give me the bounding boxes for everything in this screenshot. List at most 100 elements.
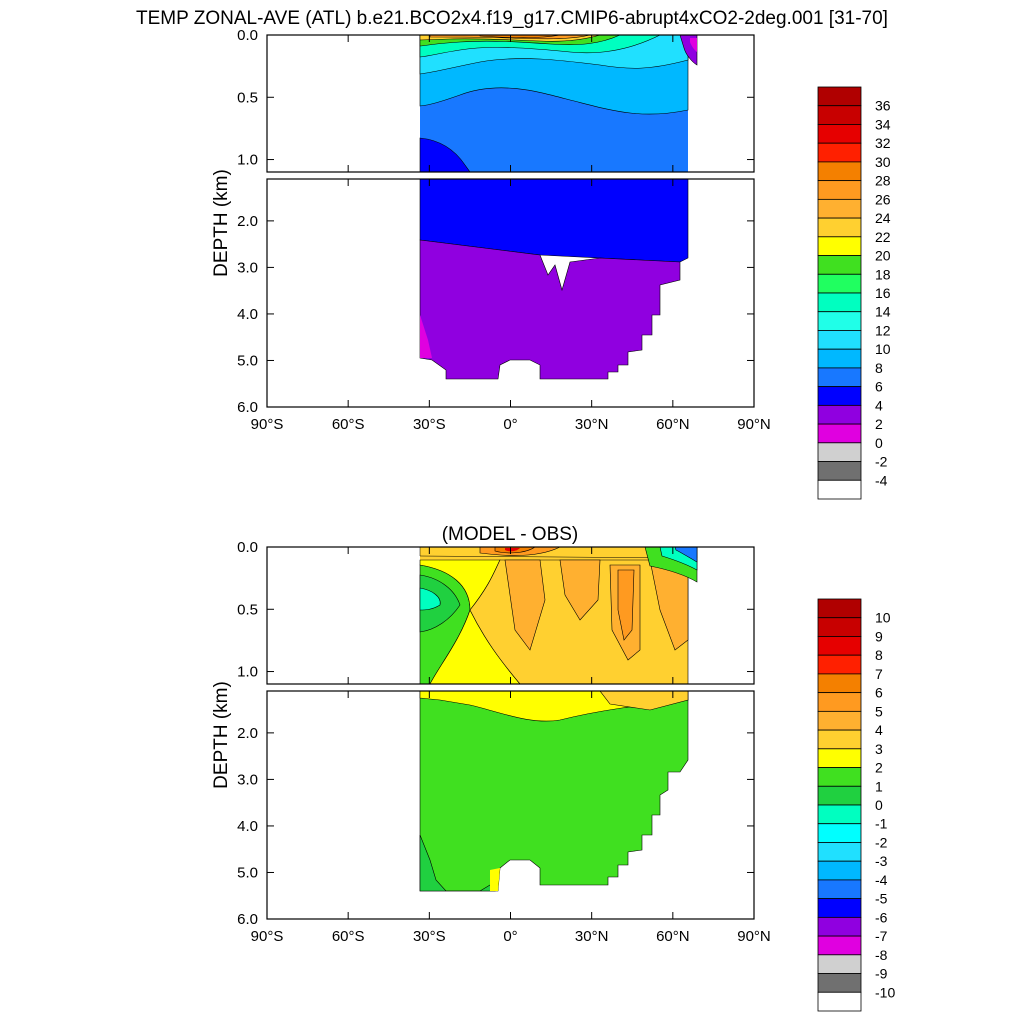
plot-1-ytick-label: 0.5 <box>237 89 258 106</box>
plot-2-colorbar-label: -1 <box>875 816 888 832</box>
plot-1-colorbar-box <box>817 442 862 462</box>
plot-2-colorbar-box <box>817 935 862 956</box>
plot-2-xtick-label: 30°N <box>575 928 609 945</box>
plot-1-colorbar-box <box>817 292 862 313</box>
plot-2-xtick-label: 0° <box>503 928 517 945</box>
plot-1-colorbar-box <box>817 124 862 144</box>
plot-1-xtick-label: 90°S <box>251 416 284 433</box>
plot-2-ytick-label: 4.0 <box>237 818 258 835</box>
plot-1-colorbar-label: 10 <box>875 341 891 357</box>
plot-1-colorbar-box <box>817 180 862 200</box>
plot-2-subtitle: (MODEL - OBS) <box>442 524 579 545</box>
plot-1-upper-field <box>419 35 698 172</box>
plot-1-colorbar-box <box>817 273 862 294</box>
plot-2-colorbar-label: 4 <box>875 722 883 738</box>
plot-1-ytick-label: 5.0 <box>237 352 258 369</box>
plot-1-colorbar-label: 30 <box>875 154 891 170</box>
plot-2-colorbar-label: 9 <box>875 628 883 644</box>
plot-1-colorbar-label: 14 <box>875 304 891 320</box>
plot-2-colorbar-box <box>817 673 862 694</box>
plot-1-colorbar-box <box>817 236 862 256</box>
plot-2-colorbar-box <box>817 973 862 993</box>
plot-1-colorbar-label: 4 <box>875 397 883 413</box>
plot-2-xtick-label: 60°S <box>332 928 365 945</box>
plot-1-colorbar-label: -4 <box>875 472 888 488</box>
plot-2-colorbar-label: -3 <box>875 853 888 869</box>
plot-1-ytick-label: 6.0 <box>237 399 258 416</box>
plot-2-colorbar-box <box>817 654 862 675</box>
plot-2-colorbar-box <box>817 804 862 825</box>
plot-1-xtick-label: 60°S <box>332 416 365 433</box>
plot-2-colorbar-label: 10 <box>875 610 891 626</box>
plot-2-xtick-label: 30°S <box>413 928 446 945</box>
plot-2-colorbar-label: 6 <box>875 685 883 701</box>
plot-2-colorbar-label: -9 <box>875 966 888 982</box>
plot-1-colorbar-label: -2 <box>875 454 888 470</box>
plot-1-colorbar-label: 36 <box>875 98 891 114</box>
plot-1-colorbar-label: 32 <box>875 135 891 151</box>
plot-1-colorbar-label: 12 <box>875 322 891 338</box>
plot-2-colorbar-label: 8 <box>875 647 883 663</box>
plot-2-lower-field <box>419 691 689 892</box>
plot-2-colorbar-box <box>817 636 862 656</box>
plot-1-xtick-label: 90°N <box>737 416 771 433</box>
plot-2-ytick-label: 0.0 <box>237 539 258 556</box>
plot-1-colorbar-box <box>817 255 862 275</box>
plot-2-xtick-label: 90°S <box>251 928 284 945</box>
plot-2-colorbar-box <box>817 916 862 937</box>
plot-2-colorbar-box <box>817 729 862 750</box>
plot-1-colorbar-label: 34 <box>875 116 891 132</box>
plot-2-colorbar-box <box>817 954 862 974</box>
plot-2-xtick-label: 60°N <box>656 928 690 945</box>
plot-2-ytick-label: 3.0 <box>237 771 258 788</box>
plot-2-ytick-label: 2.0 <box>237 725 258 742</box>
plot-1-colorbar-label: 2 <box>875 416 883 432</box>
plot-2-colorbar-box <box>817 898 862 918</box>
plot-1-colorbar-box <box>817 198 862 219</box>
plot-1-colorbar-box <box>817 423 862 444</box>
plot-2-colorbar-box <box>817 598 862 619</box>
plot-1-ytick-label: 3.0 <box>237 259 258 276</box>
plot-2-ytick-label: 6.0 <box>237 911 258 928</box>
plot-2-colorbar-label: 3 <box>875 741 883 757</box>
plot-1-colorbar-box <box>817 86 862 107</box>
plot-2-ytick-label: 1.0 <box>237 664 258 681</box>
plot-2-xtick-label: 90°N <box>737 928 771 945</box>
plot-1-xtick-label: 60°N <box>656 416 690 433</box>
plot-1-ytick-label: 0.0 <box>237 27 258 44</box>
plot-1-ytick-label: 1.0 <box>237 152 258 169</box>
plot-2-ylabel: DEPTH (km) <box>211 681 232 789</box>
plot-2-colorbar-label: -5 <box>875 891 888 907</box>
plot-2-colorbar-label: 1 <box>875 778 883 794</box>
plot-2: (MODEL - OBS) <box>211 524 895 1012</box>
plot-2-colorbar-label: -8 <box>875 947 888 963</box>
plot-1-colorbar-box <box>817 348 862 369</box>
plot-1-colorbar-label: 28 <box>875 173 891 189</box>
plot-2-colorbar-box <box>817 748 862 768</box>
plot-2-colorbar-label: -6 <box>875 909 888 925</box>
plot-2-colorbar-label: -10 <box>875 984 895 1000</box>
plot-1-ytick-label: 2.0 <box>237 213 258 230</box>
plot-1-colorbar-box <box>817 311 862 331</box>
plot-1-colorbar-box <box>817 142 862 163</box>
plot-2-colorbar-label: 5 <box>875 703 883 719</box>
plot-2-colorbar-box <box>817 879 862 900</box>
plot-2-ytick-label: 5.0 <box>237 864 258 881</box>
plot-1-colorbar-box <box>817 461 862 481</box>
plot-2-colorbar-box <box>817 692 862 712</box>
plot-1-colorbar-label: 24 <box>875 210 891 226</box>
plot-1-colorbar-box <box>817 161 862 182</box>
plot-1-lower-field <box>419 179 689 380</box>
plot-1-colorbar-label: 0 <box>875 435 883 451</box>
plot-1-colorbar-box <box>817 217 862 238</box>
plot-1-colorbar-label: 8 <box>875 360 883 376</box>
plot-2-colorbar-box <box>817 823 862 843</box>
plot-2-colorbar-label: -7 <box>875 928 888 944</box>
plot-2-upper-field <box>419 547 698 684</box>
plot-2-colorbar-label: 0 <box>875 797 883 813</box>
plot-1-colorbar-box <box>817 367 862 388</box>
plot-2-colorbar-label: -4 <box>875 872 888 888</box>
